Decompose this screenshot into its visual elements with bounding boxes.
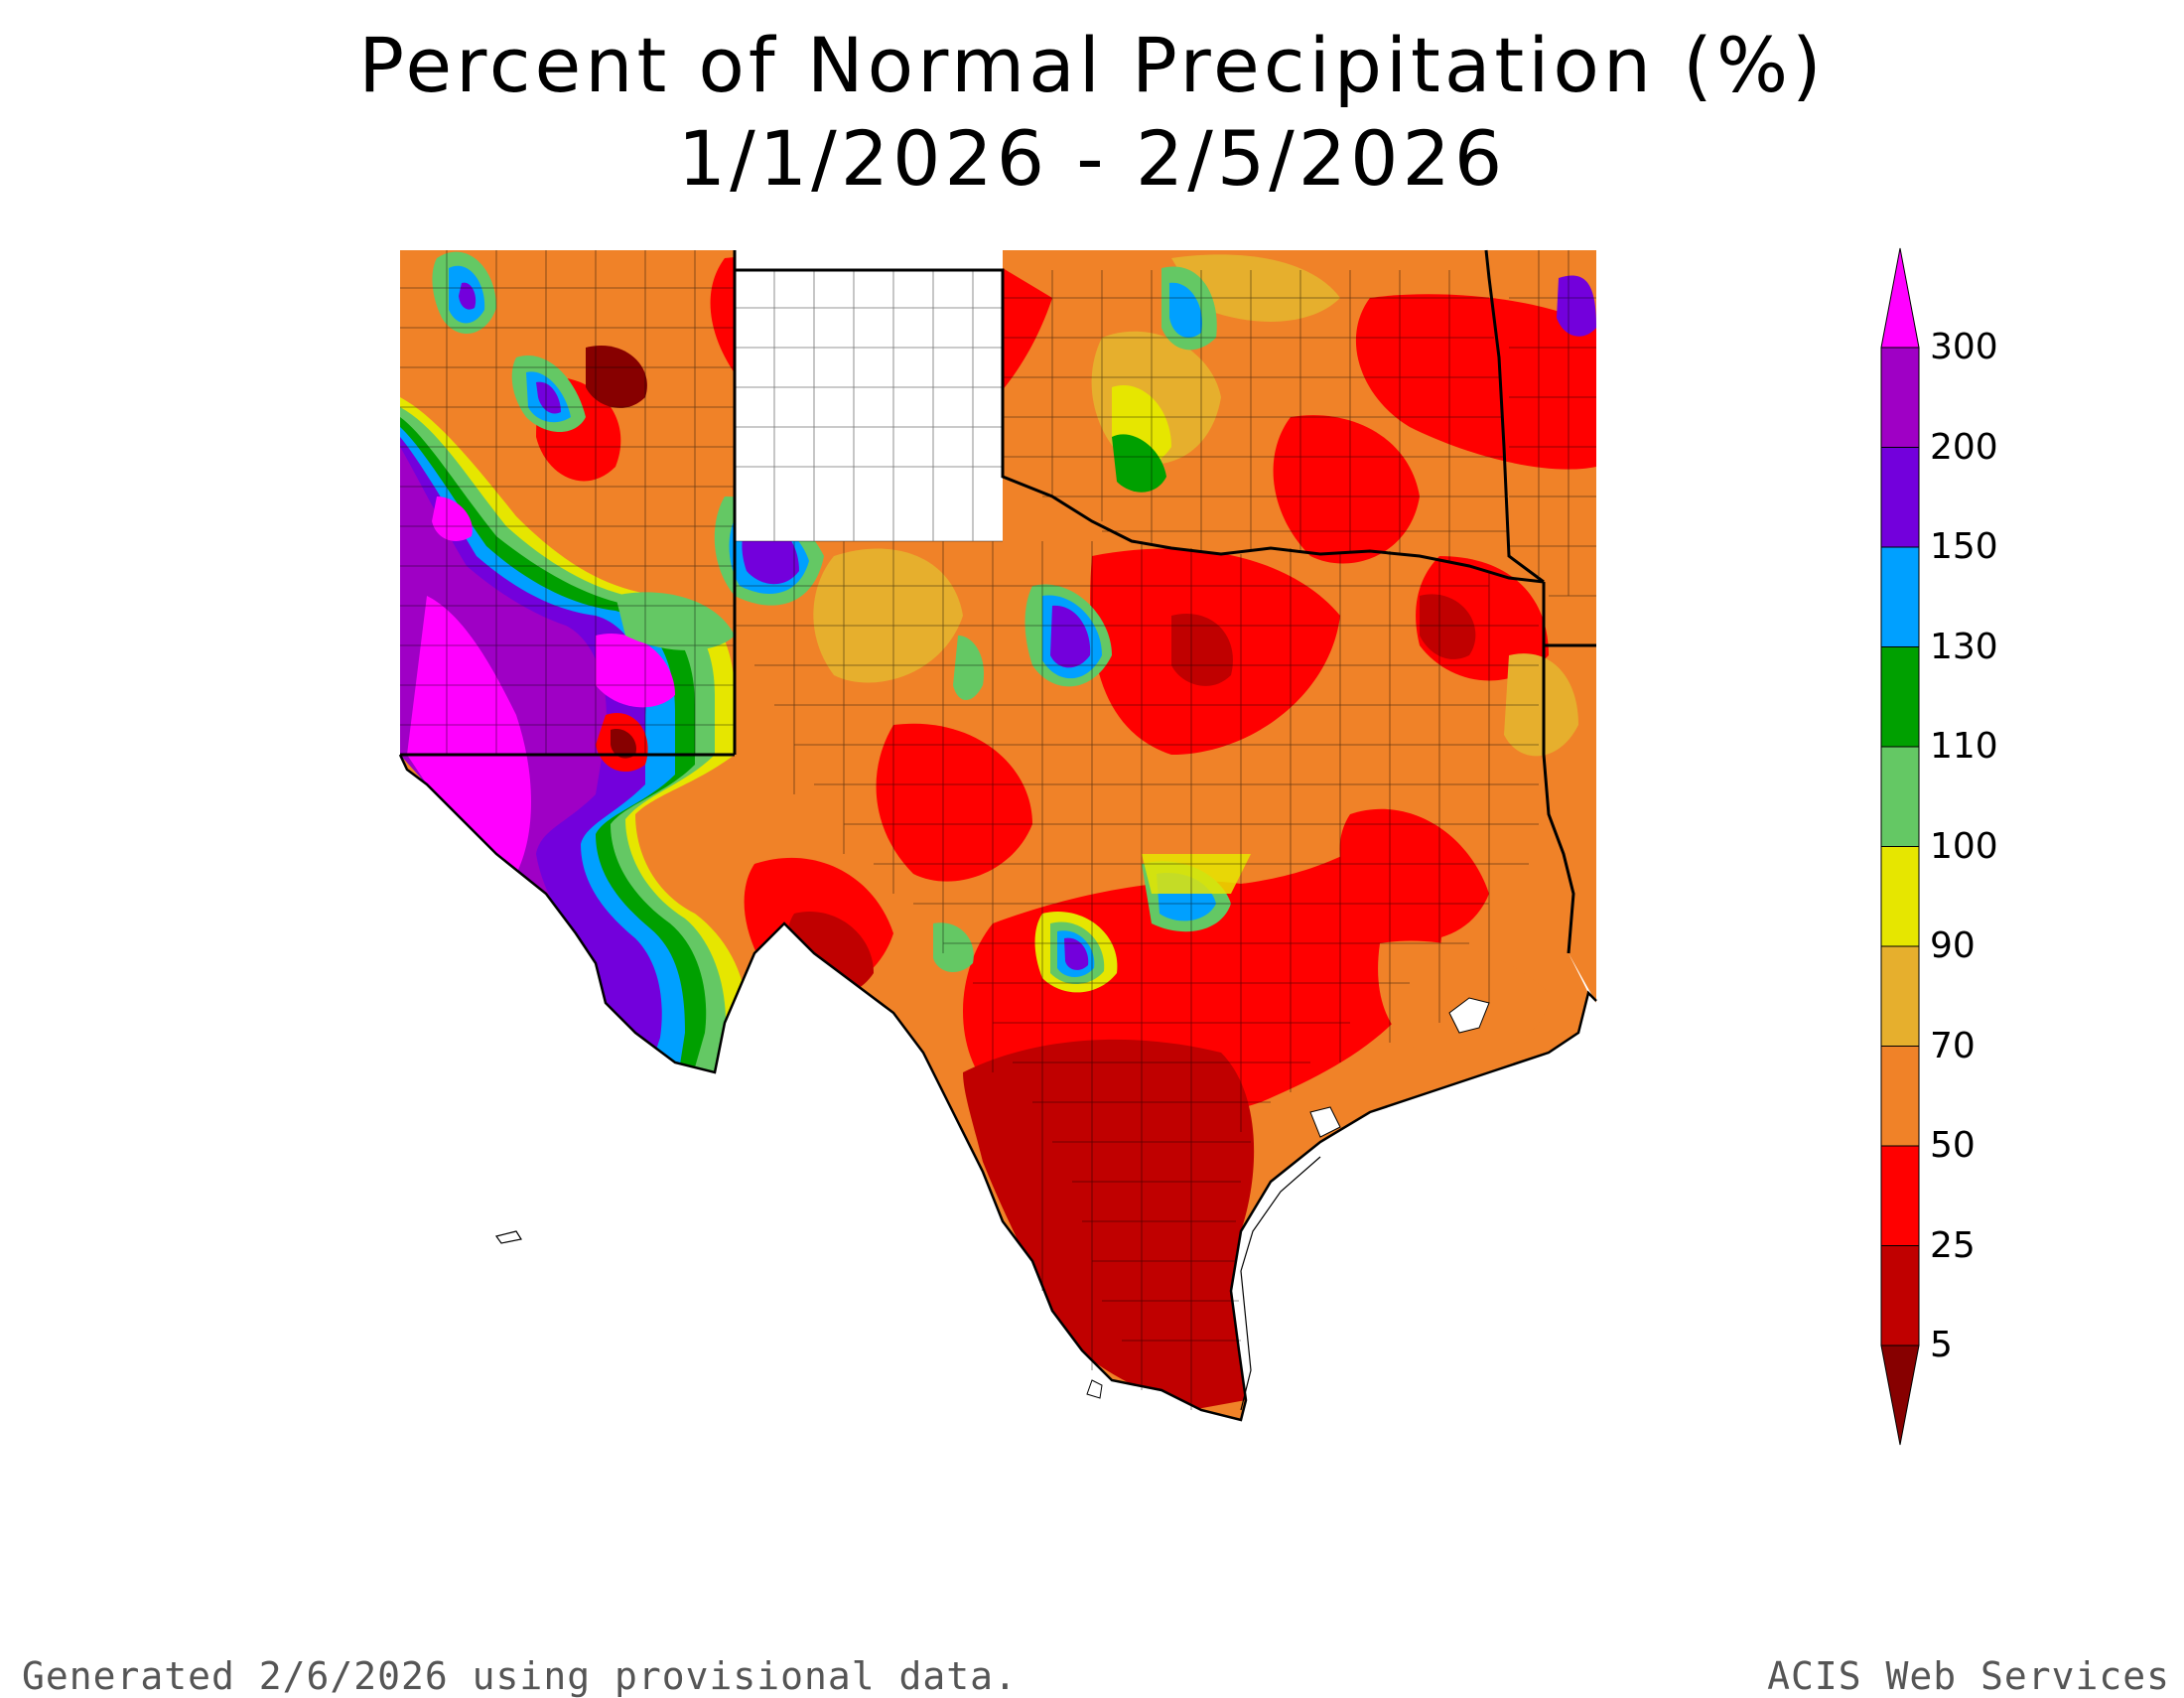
barrier-island bbox=[1240, 1156, 1321, 1411]
map-title: Percent of Normal Precipitation (%) bbox=[358, 21, 1826, 109]
matagorda-bay bbox=[1309, 1106, 1341, 1138]
legend-label: 300 bbox=[1930, 327, 1998, 367]
legend-arrow-max bbox=[1880, 247, 1920, 349]
color-legend-bar bbox=[1880, 247, 1920, 1446]
map-date-range: 1/1/2026 - 2/5/2026 bbox=[677, 114, 1507, 203]
river-mouth bbox=[1086, 1379, 1103, 1399]
legend-label: 5 bbox=[1930, 1325, 1953, 1365]
legend-swatch bbox=[1880, 447, 1920, 548]
legend-swatch bbox=[1880, 646, 1920, 748]
legend-label: 90 bbox=[1930, 925, 1976, 966]
legend-label: 150 bbox=[1930, 526, 1998, 567]
galveston-bay bbox=[1448, 997, 1490, 1034]
legend-label: 130 bbox=[1930, 626, 1998, 667]
source-credit: ACIS Web Services bbox=[1767, 1654, 2170, 1698]
precipitation-shading bbox=[400, 250, 1596, 1420]
legend-swatch bbox=[1880, 1046, 1920, 1147]
legend-label: 70 bbox=[1930, 1025, 1976, 1066]
legend-label: 200 bbox=[1930, 426, 1998, 468]
legend-swatch bbox=[1880, 746, 1920, 847]
map-fragment bbox=[494, 1230, 522, 1244]
legend-label: 50 bbox=[1930, 1125, 1976, 1166]
legend-label: 100 bbox=[1930, 825, 1998, 867]
state-boundaries bbox=[400, 249, 1596, 954]
legend-swatch bbox=[1880, 1145, 1920, 1246]
legend-arrow-min bbox=[1880, 1344, 1920, 1446]
legend-swatch bbox=[1880, 945, 1920, 1047]
texas-outline bbox=[398, 754, 1597, 1422]
legend-swatch bbox=[1880, 347, 1920, 448]
legend-swatch bbox=[1880, 546, 1920, 647]
legend-label: 110 bbox=[1930, 726, 1998, 767]
legend-swatch bbox=[1880, 1245, 1920, 1346]
legend-label: 25 bbox=[1930, 1224, 1976, 1266]
county-lines bbox=[400, 250, 1596, 1410]
legend-swatch bbox=[1880, 846, 1920, 947]
generated-note: Generated 2/6/2026 using provisional dat… bbox=[22, 1654, 1018, 1698]
